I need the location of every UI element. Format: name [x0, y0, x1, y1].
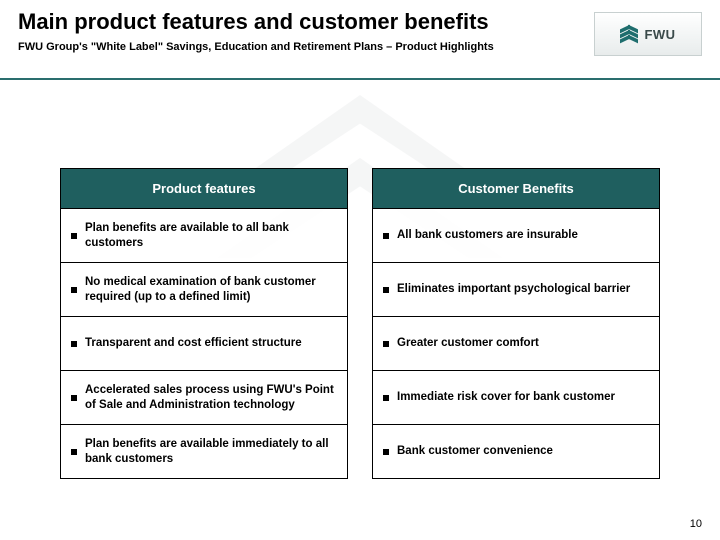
benefit-text: Immediate risk cover for bank customer [397, 390, 615, 405]
table-row: No medical examination of bank customer … [60, 263, 348, 317]
benefits-column: Customer Benefits All bank customers are… [372, 168, 660, 479]
logo-text: FWU [644, 27, 675, 42]
table-row: Accelerated sales process using FWU's Po… [60, 371, 348, 425]
feature-text: Plan benefits are available to all bank … [85, 221, 337, 251]
table-row: Eliminates important psychological barri… [372, 263, 660, 317]
features-header: Product features [60, 168, 348, 209]
page-number: 10 [690, 518, 702, 530]
comparison-table: Product features Plan benefits are avail… [60, 168, 660, 479]
benefit-text: All bank customers are insurable [397, 228, 578, 243]
slide-subtitle: FWU Group's "White Label" Savings, Educa… [18, 40, 498, 54]
benefits-header: Customer Benefits [372, 168, 660, 209]
table-row: Bank customer convenience [372, 425, 660, 479]
benefit-text: Eliminates important psychological barri… [397, 282, 630, 297]
brand-logo: FWU [594, 12, 702, 56]
logo-chevron-icon [620, 27, 638, 41]
benefit-text: Bank customer convenience [397, 444, 553, 459]
table-row: Plan benefits are available to all bank … [60, 209, 348, 263]
feature-text: Transparent and cost efficient structure [85, 336, 302, 351]
table-row: Plan benefits are available immediately … [60, 425, 348, 479]
table-row: Immediate risk cover for bank customer [372, 371, 660, 425]
table-row: Greater customer comfort [372, 317, 660, 371]
benefit-text: Greater customer comfort [397, 336, 539, 351]
features-column: Product features Plan benefits are avail… [60, 168, 348, 479]
feature-text: Plan benefits are available immediately … [85, 437, 337, 467]
table-row: Transparent and cost efficient structure [60, 317, 348, 371]
feature-text: No medical examination of bank customer … [85, 275, 337, 305]
table-row: All bank customers are insurable [372, 209, 660, 263]
feature-text: Accelerated sales process using FWU's Po… [85, 383, 337, 413]
header-rule [0, 78, 720, 80]
